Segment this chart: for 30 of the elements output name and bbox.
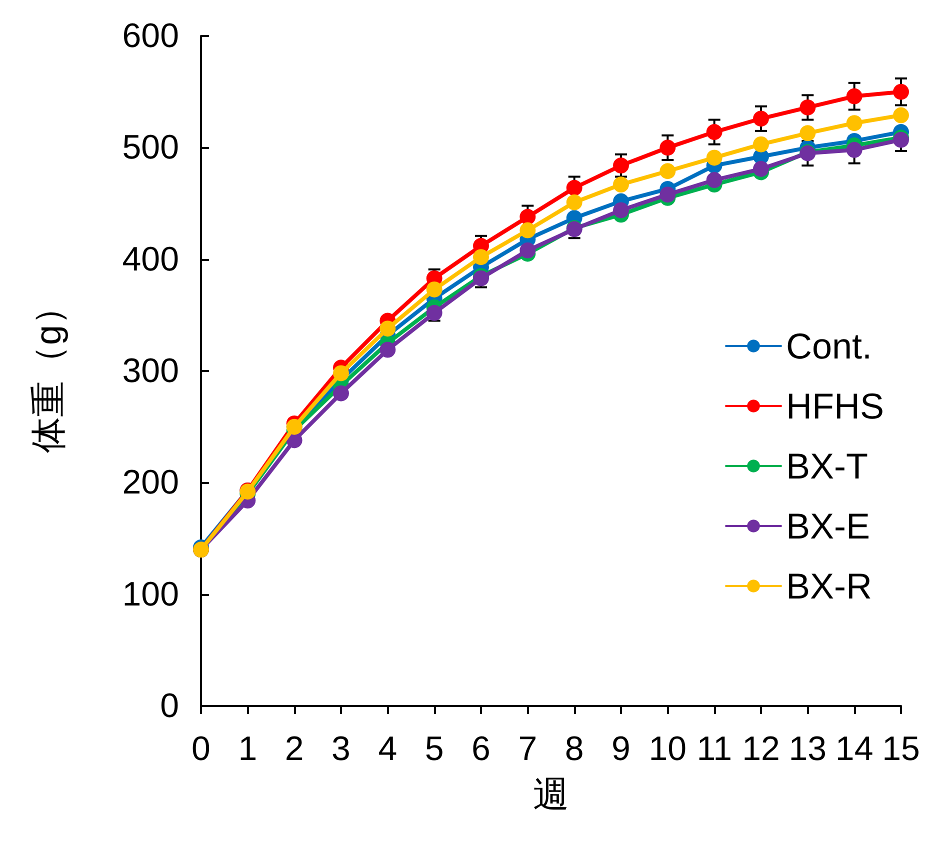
y-tick-label: 200 [122,464,179,502]
x-tick-label: 14 [835,730,874,768]
y-tick-label: 300 [122,352,179,390]
legend-label: BX-T [786,446,868,486]
x-tick-label: 0 [192,730,210,768]
y-tick-label: 100 [122,575,179,614]
x-tick-label: 5 [424,730,444,768]
y-tick-label: 600 [122,17,179,55]
x-tick-label: 13 [788,730,827,768]
legend-label: Cont. [786,326,872,366]
y-axis-title: 体重（g） [28,288,68,454]
x-tick-label: 3 [332,730,350,768]
y-tick-label: 400 [122,240,179,278]
legend-label: BX-E [786,506,870,546]
x-tick-label: 9 [612,730,630,768]
y-tick-label: 0 [160,687,179,725]
x-axis-title: 週 [533,774,569,814]
x-tick-label: 2 [284,730,304,768]
legend-label: BX-R [786,566,872,606]
legend-label: HFHS [786,386,884,426]
x-tick-label: 7 [518,730,538,768]
x-tick-label: 15 [882,730,920,768]
x-tick-label: 12 [742,730,780,768]
x-tick-label: 10 [648,730,687,768]
x-tick-label: 11 [696,730,732,768]
x-tick-label: 6 [472,730,490,768]
x-tick-label: 8 [564,730,584,768]
x-tick-label: 1 [238,730,258,768]
x-tick-label: 4 [378,730,398,768]
y-tick-label: 500 [122,128,179,167]
